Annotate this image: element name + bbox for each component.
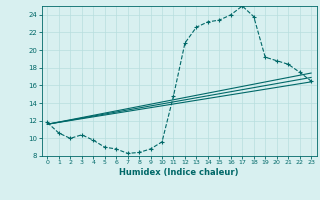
X-axis label: Humidex (Indice chaleur): Humidex (Indice chaleur) (119, 168, 239, 177)
